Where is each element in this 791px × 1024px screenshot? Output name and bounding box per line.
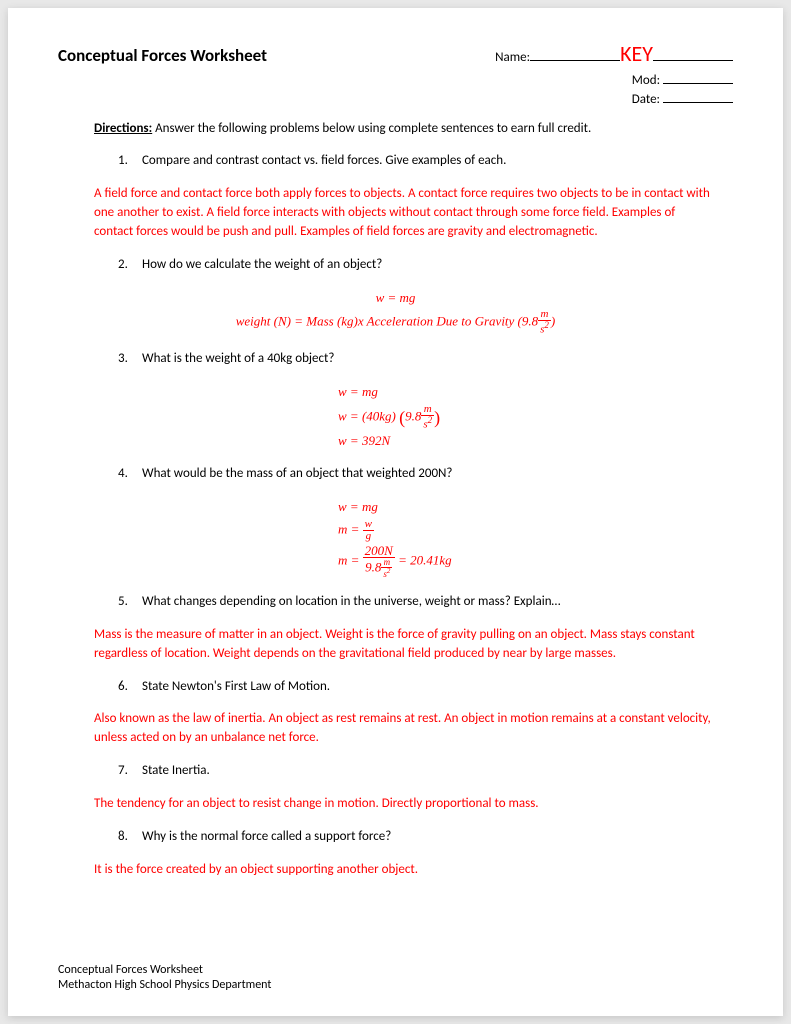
directions: Directions: Answer the following problem…: [94, 120, 733, 139]
formula-text: m =: [338, 553, 363, 568]
question-text: State Inertia.: [142, 762, 733, 781]
formula-line: w = mg: [338, 383, 733, 402]
footer-line-1: Conceptual Forces Worksheet: [58, 963, 271, 979]
question-number: 4.: [118, 465, 142, 484]
question-number: 8.: [118, 828, 142, 847]
question-4: 4. What would be the mass of an object t…: [118, 465, 733, 484]
question-3: 3. What is the weight of a 40kg object?: [118, 350, 733, 369]
formula-3: w = mg w = (40kg) (9.8ms2) w = 392N: [338, 383, 733, 451]
formula-line: w = mg: [338, 498, 733, 517]
formula-line: w = 392N: [338, 432, 733, 451]
formula-text: = 20.41kg: [395, 553, 452, 568]
numerator: 200N: [363, 544, 395, 558]
answer-8: It is the force created by an object sup…: [94, 861, 713, 880]
answer-1: A field force and contact force both app…: [94, 185, 713, 242]
fraction: ms2: [421, 404, 434, 431]
denominator: g: [363, 531, 374, 542]
worksheet-page: Conceptual Forces Worksheet Name: KEY Mo…: [8, 8, 783, 1016]
question-text: How do we calculate the weight of an obj…: [142, 256, 733, 275]
question-text: What would be the mass of an object that…: [142, 465, 733, 484]
question-7: 7. State Inertia.: [118, 762, 733, 781]
formula-text: w = (40kg): [338, 408, 399, 423]
question-text: What changes depending on location in th…: [142, 593, 733, 612]
date-label: Date:: [632, 92, 660, 107]
question-5: 5. What changes depending on location in…: [118, 593, 733, 612]
question-text: Compare and contrast contact vs. field f…: [142, 152, 733, 171]
formula-text: ): [551, 314, 555, 329]
formula-line: weight (N) = Mass (kg)x Acceleration Due…: [58, 309, 733, 336]
question-number: 7.: [118, 762, 142, 781]
formula-text: 9.8: [405, 408, 421, 423]
formula-line: w = mg: [58, 289, 733, 308]
question-number: 5.: [118, 593, 142, 612]
question-8: 8. Why is the normal force called a supp…: [118, 828, 733, 847]
question-number: 3.: [118, 350, 142, 369]
denominator: 9.8ms2: [363, 558, 395, 579]
formula-2: w = mg weight (N) = Mass (kg)x Accelerat…: [58, 289, 733, 337]
name-blank-left: [530, 60, 620, 61]
page-title: Conceptual Forces Worksheet: [58, 44, 267, 69]
question-number: 2.: [118, 256, 142, 275]
answer-5: Mass is the measure of matter in an obje…: [94, 626, 713, 664]
footer-line-2: Methacton High School Physics Department: [58, 978, 271, 994]
fraction: wg: [363, 519, 374, 542]
directions-label: Directions:: [94, 121, 152, 136]
fraction: ms2: [538, 309, 551, 336]
denominator: s2: [421, 416, 434, 431]
mod-blank: [663, 83, 733, 84]
question-6: 6. State Newton's First Law of Motion.: [118, 678, 733, 697]
name-label: Name:: [495, 49, 530, 68]
formula-4: w = mg m = wg m = 200N9.8ms2 = 20.41kg: [338, 498, 733, 579]
formula-text: weight (N) = Mass (kg)x Acceleration Due…: [236, 314, 538, 329]
question-number: 1.: [118, 152, 142, 171]
formula-line: w = (40kg) (9.8ms2): [338, 404, 733, 431]
denominator: s2: [538, 321, 551, 336]
meta-lines: Mod: Date:: [58, 72, 733, 110]
page-footer: Conceptual Forces Worksheet Methacton Hi…: [58, 963, 271, 994]
name-blank-right: [653, 60, 733, 61]
answer-6: Also known as the law of inertia. An obj…: [94, 710, 713, 748]
date-blank: [663, 102, 733, 103]
question-1: 1. Compare and contrast contact vs. fiel…: [118, 152, 733, 171]
answer-key-label: KEY: [620, 38, 653, 70]
directions-text: Answer the following problems below usin…: [152, 121, 591, 136]
formula-text: m =: [338, 522, 363, 537]
question-text: State Newton's First Law of Motion.: [142, 678, 733, 697]
formula-line: m = 200N9.8ms2 = 20.41kg: [338, 544, 733, 579]
question-number: 6.: [118, 678, 142, 697]
fraction: 200N9.8ms2: [363, 544, 395, 579]
question-text: Why is the normal force called a support…: [142, 828, 733, 847]
question-2: 2. How do we calculate the weight of an …: [118, 256, 733, 275]
formula-line: m = wg: [338, 519, 733, 542]
question-text: What is the weight of a 40kg object?: [142, 350, 733, 369]
answer-7: The tendency for an object to resist cha…: [94, 795, 713, 814]
mod-label: Mod:: [632, 73, 660, 88]
header-row: Conceptual Forces Worksheet Name: KEY: [58, 38, 733, 70]
